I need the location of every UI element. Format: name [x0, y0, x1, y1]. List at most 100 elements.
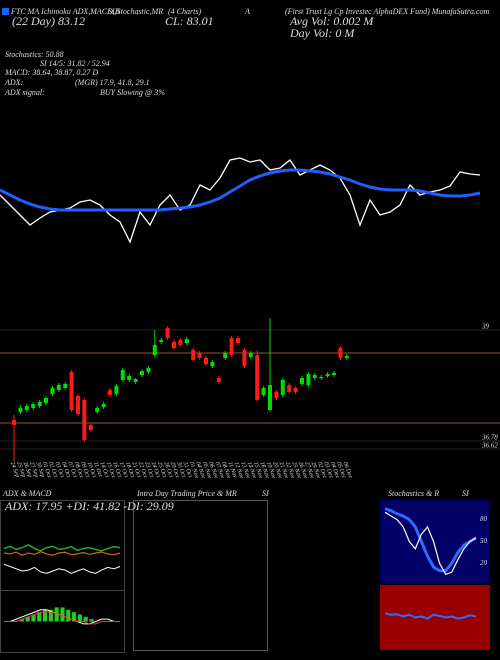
stat: ADX:: [4, 78, 24, 87]
x-tick-label: 29 Nov: [310, 461, 322, 479]
candle-body: [332, 373, 336, 375]
series-line: [3, 563, 121, 574]
stat: Stochastics: 50.88: [5, 50, 64, 59]
candle-body: [191, 350, 196, 360]
x-tick-label: 17 Oct: [118, 461, 129, 479]
candle-body: [50, 388, 55, 394]
candle-body: [210, 362, 215, 366]
candle-body: [140, 371, 144, 375]
series-line: [4, 611, 120, 625]
candle-body: [101, 404, 106, 407]
x-tick-label: 25 Nov: [290, 461, 302, 479]
candle-body: [184, 339, 189, 343]
candle-body: [56, 385, 61, 390]
histogram-bar: [48, 609, 53, 622]
candle-body: [306, 374, 311, 385]
x-tick-label: 26 Nov: [297, 461, 309, 479]
candle-body: [248, 353, 253, 357]
histogram-bar: [25, 616, 30, 622]
adx-stats: ADX: 17.95 +DI: 41.82 -DI: 29.09: [4, 499, 174, 513]
x-tick-label: 23 Oct: [143, 461, 154, 479]
x-tick-label: 10 Oct: [86, 461, 97, 479]
histogram-bar: [77, 614, 82, 622]
menu-item[interactable]: SI,Stochastic,MR: [108, 7, 163, 16]
candle-body: [261, 388, 266, 395]
stat: BUY Slowing @ 3%: [100, 88, 165, 97]
histogram-bar: [60, 607, 65, 622]
x-tick-label: 18 Oct: [124, 461, 135, 479]
candle-body: [18, 408, 23, 412]
histogram-bar: [37, 612, 42, 622]
menu-item[interactable]: A: [244, 7, 250, 16]
x-tick-label: 12 Nov: [233, 461, 245, 479]
panel-title: ADX & MACD: [2, 489, 52, 498]
x-tick-label: 29 Oct: [169, 461, 180, 479]
stat: ADX signal:: [4, 88, 45, 97]
x-tick-label: 13 Nov: [239, 461, 251, 479]
x-tick-label: 06 Dec: [342, 461, 354, 479]
candle-body: [12, 420, 16, 425]
candle-body: [63, 384, 68, 388]
histogram-bar: [66, 609, 71, 622]
menu-item[interactable]: (4 Charts): [168, 7, 201, 16]
x-tick-label: 21 Oct: [130, 461, 141, 479]
histogram-bar: [43, 609, 48, 622]
panel-title: SI: [262, 489, 269, 498]
close-label: CL: 83.01: [165, 14, 214, 28]
y-tick-label: 39: [481, 323, 490, 331]
candle-body: [37, 402, 42, 406]
candle-body: [229, 338, 234, 355]
x-tick-label: 07 Nov: [214, 461, 226, 479]
candle-body: [152, 345, 157, 355]
x-tick-label: 02 Oct: [47, 461, 58, 479]
candle-body: [133, 379, 138, 382]
x-tick-label: 31 Oct: [181, 460, 193, 478]
candle-body: [95, 408, 100, 412]
x-tick-label: 22 Nov: [284, 461, 296, 479]
candle-body: [108, 390, 112, 395]
x-tick-label: 03 Oct: [54, 461, 65, 479]
y-tick-label: 36.78: [481, 434, 498, 442]
candle-body: [165, 328, 170, 338]
stat: (MGR) 17.9, 41.8, 29.1: [75, 78, 150, 87]
y-tick-label: 36.62: [481, 442, 498, 450]
candle-body: [76, 396, 80, 414]
y-tick-label: 20: [480, 559, 488, 567]
ma-label: (22 Day) 83.12: [12, 14, 85, 28]
candle-body: [236, 338, 240, 343]
x-tick-label: 28 Oct: [162, 461, 173, 479]
candle-body: [82, 400, 87, 440]
avg-vol: Avg Vol: 0.002 M: [289, 14, 374, 28]
y-tick-label: 50: [480, 537, 488, 545]
series-line: [3, 550, 121, 556]
candle-body: [88, 425, 93, 430]
x-tick-label: 25 Sep: [15, 461, 26, 478]
histogram-bar: [31, 614, 36, 622]
series-line: [3, 544, 121, 552]
candle-body: [300, 378, 304, 384]
x-tick-label: 27 Sep: [28, 461, 39, 478]
series-line: [0, 157, 481, 244]
x-tick-label: 05 Dec: [335, 461, 347, 479]
candle-body: [159, 340, 164, 342]
candle-body: [146, 368, 151, 372]
candle-body: [280, 380, 285, 395]
macd-frame: [0, 590, 125, 653]
x-tick-label: 11 Oct: [92, 461, 103, 478]
candle-body: [274, 392, 279, 398]
x-tick-label: 20 Nov: [271, 461, 283, 479]
candle-body: [344, 356, 349, 358]
candle-body: [44, 398, 48, 403]
candle-body: [338, 348, 343, 358]
day-vol: Day Vol: 0 M: [289, 26, 355, 40]
panel-title: Stochastics & R: [388, 489, 439, 498]
panel-title: Intra Day Trading Price & MR: [136, 489, 237, 498]
candle-body: [24, 406, 29, 410]
x-tick-label: 01 Oct: [41, 461, 52, 479]
x-tick-label: 30 Oct: [175, 460, 187, 478]
candle-body: [197, 353, 202, 358]
x-tick-label: 02 Dec: [316, 461, 328, 479]
histogram-bar: [72, 612, 77, 622]
menu-item[interactable]: FTC MA Ichimoku ADX,MACD,B: [10, 7, 120, 16]
x-tick-label: 27 Nov: [303, 461, 315, 479]
